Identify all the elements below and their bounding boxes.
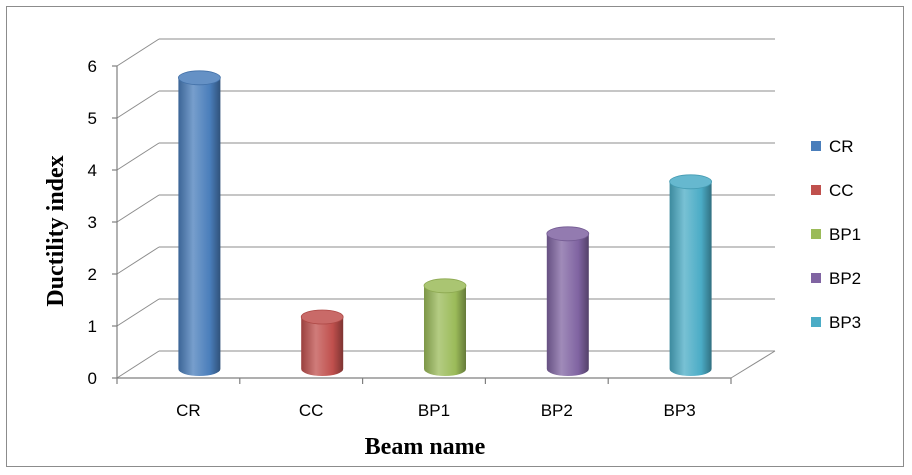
y-tick-label: 6 — [88, 57, 97, 76]
legend-label: CC — [829, 181, 854, 200]
gridlines — [116, 38, 775, 379]
chart-container: 0 1 2 3 4 5 6 CR CC BP1 BP2 BP3 Ductility index Be… — [6, 6, 904, 467]
legend: CR CC BP1 BP2 BP3 — [811, 137, 861, 332]
bar-top — [300, 309, 344, 325]
bar-body — [669, 181, 712, 376]
gridline-diagonal — [116, 350, 160, 379]
y-tick-label: 3 — [88, 213, 97, 232]
legend-label: BP2 — [829, 269, 861, 288]
legend-item: BP1 — [811, 225, 861, 244]
legend-swatch — [811, 141, 821, 151]
x-tick-label: CC — [299, 401, 324, 420]
legend-label: CR — [829, 137, 854, 156]
x-tick-labels: CR CC BP1 BP2 BP3 — [176, 401, 696, 420]
legend-swatch — [811, 185, 821, 195]
bar-bp1 — [423, 278, 467, 376]
legend-swatch — [811, 273, 821, 283]
gridline-diagonal — [116, 142, 160, 171]
legend-swatch — [811, 317, 821, 327]
gridline-diagonal — [116, 90, 160, 119]
legend-swatch — [811, 229, 821, 239]
gridline-diagonal — [116, 246, 160, 275]
bar-body — [546, 233, 589, 376]
legend-item: BP3 — [811, 313, 861, 332]
bar-bp3 — [669, 174, 712, 376]
bar-top — [177, 70, 221, 86]
bars — [177, 70, 712, 377]
y-tick-labels: 0 1 2 3 4 5 6 — [88, 57, 97, 388]
legend-item: CR — [811, 137, 854, 156]
y-tick-label: 0 — [88, 369, 97, 388]
bar-body — [424, 285, 466, 376]
x-tick-label: BP2 — [541, 401, 573, 420]
axes — [112, 65, 776, 384]
legend-label: BP1 — [829, 225, 861, 244]
y-axis-title: Ductility index — [43, 155, 69, 306]
bar-bp2 — [546, 226, 590, 376]
bar-cr — [177, 70, 221, 377]
bar-top — [546, 226, 590, 242]
bar-body — [301, 317, 344, 376]
bar-top — [423, 278, 467, 294]
gridline-diagonal — [116, 194, 160, 223]
bar-top — [669, 174, 712, 190]
y-tick-label: 2 — [88, 265, 97, 284]
x-tick-label: BP3 — [664, 401, 696, 420]
x-tick-label: BP1 — [418, 401, 450, 420]
legend-item: CC — [811, 181, 854, 200]
gridline-diagonal — [116, 298, 160, 327]
legend-item: BP2 — [811, 269, 861, 288]
x-axis-title: Beam name — [365, 434, 486, 460]
bar-body — [178, 77, 221, 377]
floor-edge — [730, 350, 776, 379]
y-tick-label: 1 — [88, 317, 97, 336]
gridline-diagonal — [116, 38, 160, 67]
legend-label: BP3 — [829, 313, 861, 332]
x-tick-label: CR — [176, 401, 201, 420]
bar-cc — [300, 309, 344, 376]
y-tick-label: 4 — [88, 161, 97, 180]
ductility-bar-chart: 0 1 2 3 4 5 6 CR CC BP1 BP2 BP3 Ductility index Be… — [43, 38, 861, 460]
y-tick-label: 5 — [88, 109, 97, 128]
